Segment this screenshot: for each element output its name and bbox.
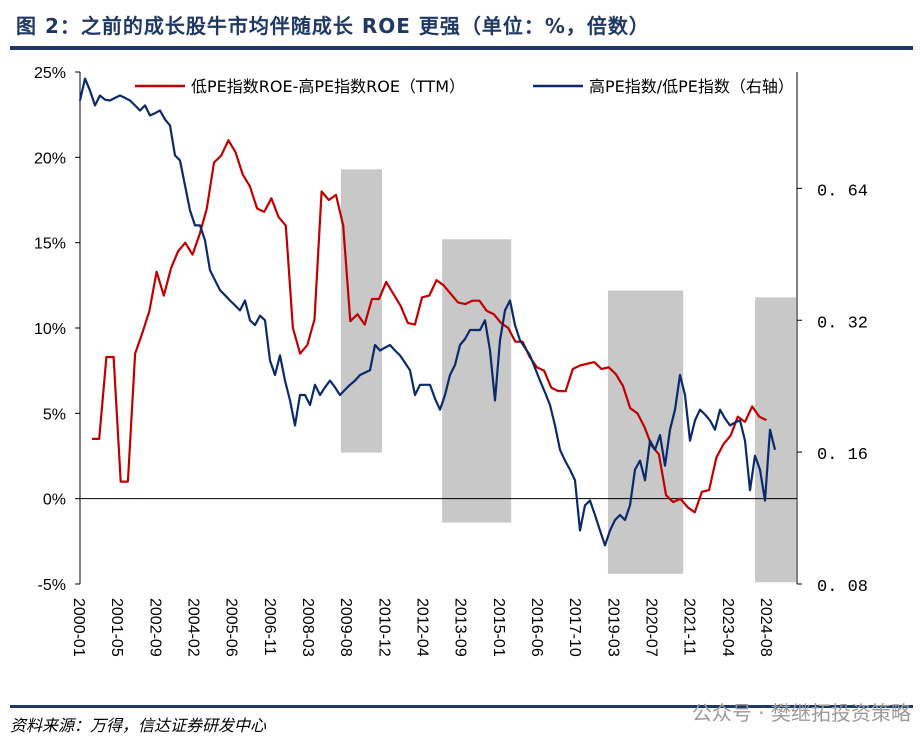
- x-tick-label: 2001-05: [108, 598, 125, 657]
- x-tick-label: 2021-11: [681, 598, 698, 656]
- shaded-period: [442, 239, 512, 523]
- right-tick-label: 0. 64: [817, 182, 868, 201]
- x-tick-label: 2005-06: [223, 598, 240, 657]
- left-tick-label: 25%: [34, 65, 66, 82]
- x-tick-label: 2010-12: [375, 598, 392, 657]
- x-tick-label: 2020-07: [643, 598, 660, 657]
- x-tick-label: 2002-09: [146, 598, 163, 657]
- x-tick-label: 2009-08: [337, 598, 354, 657]
- left-tick-label: 0%: [43, 492, 66, 509]
- legend-label-roe: 低PE指数ROE-高PE指数ROE（TTM）: [191, 77, 465, 96]
- right-tick-label: 0. 32: [817, 314, 868, 333]
- footer-rule: [10, 705, 913, 708]
- x-tick-label: 2000-01: [70, 598, 87, 657]
- left-tick-label: 10%: [34, 321, 66, 338]
- x-tick-label: 2004-02: [185, 598, 202, 657]
- right-tick-label: 0. 08: [817, 578, 868, 597]
- left-tick-label: 20%: [34, 150, 66, 167]
- right-tick-label: 0. 16: [817, 446, 868, 465]
- left-tick-label: -5%: [38, 577, 66, 594]
- chart: 25% 20% 15% 10% 5% 0% -5% 0. 64 0. 32 0. 16 0. 08 2…: [34, 65, 868, 657]
- figure-title: 图 2：之前的成长股牛市均伴随成长 ROE 更强（单位：%，倍数）: [16, 14, 650, 38]
- source-note: 资料来源：万得，信达证券研发中心: [10, 716, 267, 735]
- watermark: 公众号 · 樊继拓投资策略: [691, 701, 911, 725]
- x-tick-label: 2012-04: [414, 598, 431, 657]
- x-tick-label: 2006-11: [261, 598, 278, 656]
- x-tick-label: 2013-09: [452, 598, 469, 657]
- x-tick-label: 2017-10: [566, 598, 583, 657]
- x-tick-label: 2016-06: [528, 598, 545, 657]
- x-tick-label: 2008-03: [299, 598, 316, 657]
- legend-label-ratio: 高PE指数/低PE指数（右轴）: [589, 77, 794, 96]
- title-rule: [10, 46, 913, 50]
- shaded-period: [755, 297, 796, 583]
- x-tick-label: 2023-04: [719, 598, 736, 657]
- left-tick-label: 15%: [34, 236, 66, 253]
- x-tick-label: 2024-08: [757, 598, 774, 657]
- x-tick-label: 2019-03: [604, 598, 621, 657]
- shaded-period: [340, 169, 383, 453]
- left-tick-label: 5%: [43, 406, 66, 423]
- ratio-line: [78, 77, 777, 547]
- x-tick-label: 2015-01: [490, 598, 507, 657]
